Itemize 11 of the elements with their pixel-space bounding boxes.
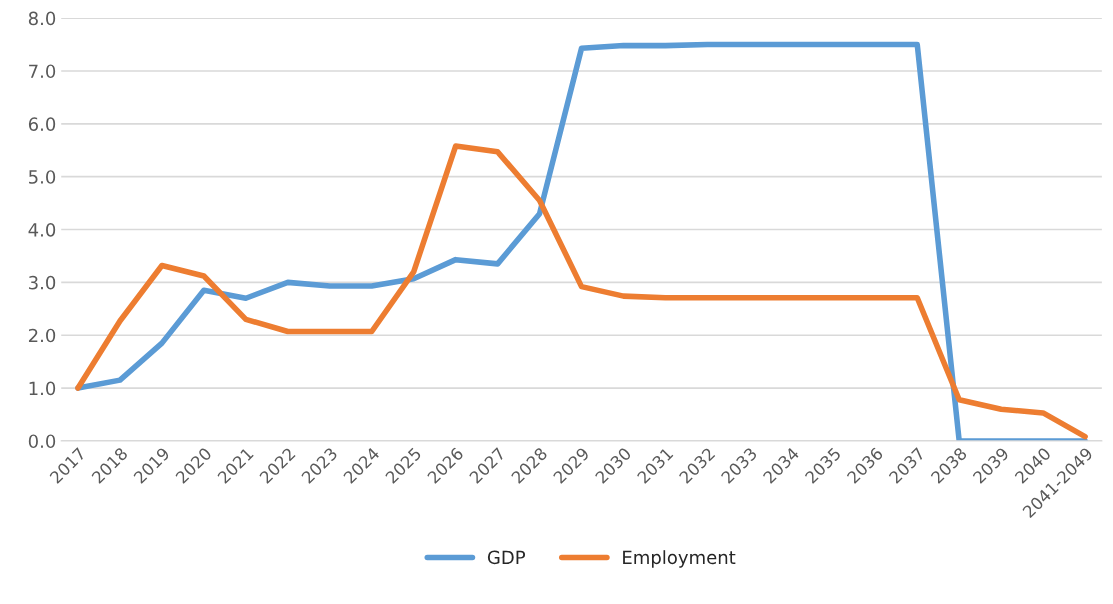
y-tick-label: 7.0 (29, 64, 56, 79)
y-tick-label: 3.0 (29, 275, 56, 290)
y-tick-label: 0.0 (28, 434, 56, 449)
y-tick-label: 1.0 (29, 381, 56, 396)
y-tick-label: 8.0 (28, 11, 56, 26)
y-tick-label: 2.0 (28, 328, 56, 343)
legend-label: GDP (487, 550, 526, 565)
legend-label: Employment (623, 550, 736, 568)
y-tick-label: 6.0 (28, 117, 56, 131)
y-tick-label: 4.0 (28, 222, 56, 237)
y-tick-label: 5.0 (29, 170, 56, 184)
